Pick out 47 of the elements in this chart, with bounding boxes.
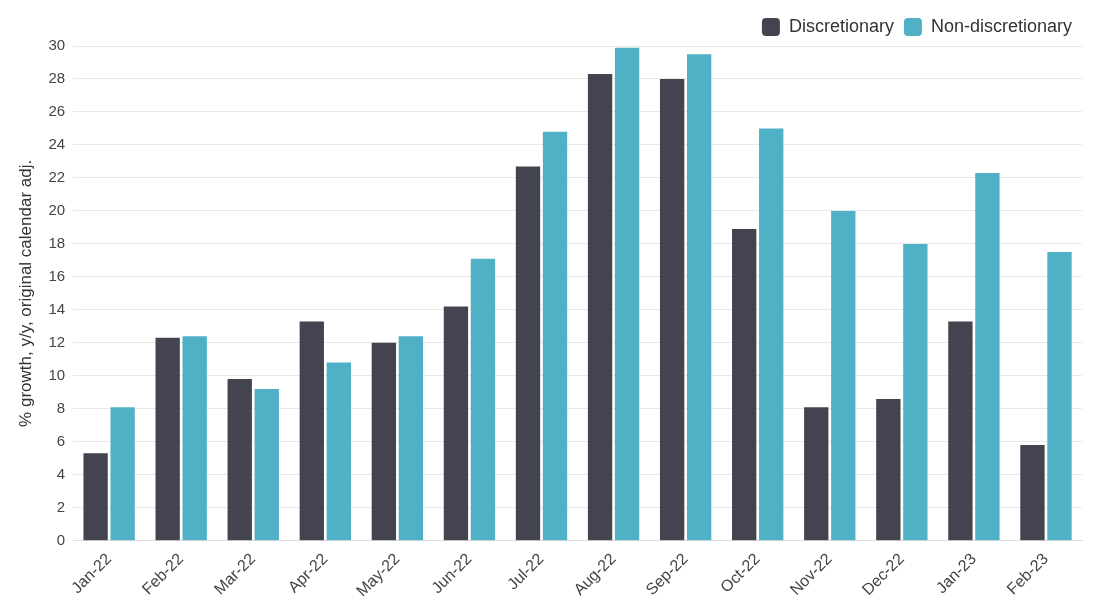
bar xyxy=(326,362,351,541)
y-axis-title: % growth, y/y, original calendar adj. xyxy=(15,159,35,427)
bar xyxy=(948,321,973,541)
y-tick-label: 8 xyxy=(56,398,66,416)
bar xyxy=(227,379,252,541)
bar xyxy=(686,54,712,541)
bar xyxy=(903,243,928,541)
y-tick-label: 26 xyxy=(48,102,66,120)
y-tick-label: 20 xyxy=(48,201,66,219)
y-tick-label: 4 xyxy=(56,464,66,482)
bar xyxy=(732,229,757,541)
y-tick-label: 2 xyxy=(56,497,66,515)
bar xyxy=(1020,445,1045,541)
y-tick-label: 6 xyxy=(56,431,66,449)
bar xyxy=(515,166,541,541)
bar xyxy=(398,336,424,541)
y-tick-label: 12 xyxy=(48,332,66,350)
bar xyxy=(110,407,135,541)
bar xyxy=(371,342,397,541)
legend-label: Discretionary xyxy=(788,15,894,36)
y-tick-label: 16 xyxy=(48,267,66,284)
bar xyxy=(759,128,784,541)
bar xyxy=(587,74,613,541)
y-tick-label: 24 xyxy=(48,135,66,153)
bar xyxy=(182,336,207,541)
bar xyxy=(659,78,685,541)
y-tick-label: 30 xyxy=(48,36,66,54)
y-tick-label: 0 xyxy=(56,530,66,548)
y-tick-label: 28 xyxy=(48,69,66,87)
bar xyxy=(542,131,568,541)
bar xyxy=(614,47,640,541)
bar xyxy=(1047,252,1072,541)
bar xyxy=(155,337,180,541)
bar xyxy=(975,172,1000,541)
bar xyxy=(876,398,901,541)
legend-label: Non-discretionary xyxy=(930,15,1073,36)
y-tick-label: 18 xyxy=(48,234,66,252)
bar xyxy=(83,453,108,541)
bar xyxy=(299,321,324,541)
bar xyxy=(804,407,829,541)
y-tick-label: 10 xyxy=(48,365,66,383)
y-tick-label: 22 xyxy=(48,168,66,186)
bar xyxy=(831,210,856,541)
bar xyxy=(254,388,279,541)
bar xyxy=(470,258,496,541)
bar xyxy=(443,306,469,541)
y-tick-label: 14 xyxy=(48,299,66,317)
